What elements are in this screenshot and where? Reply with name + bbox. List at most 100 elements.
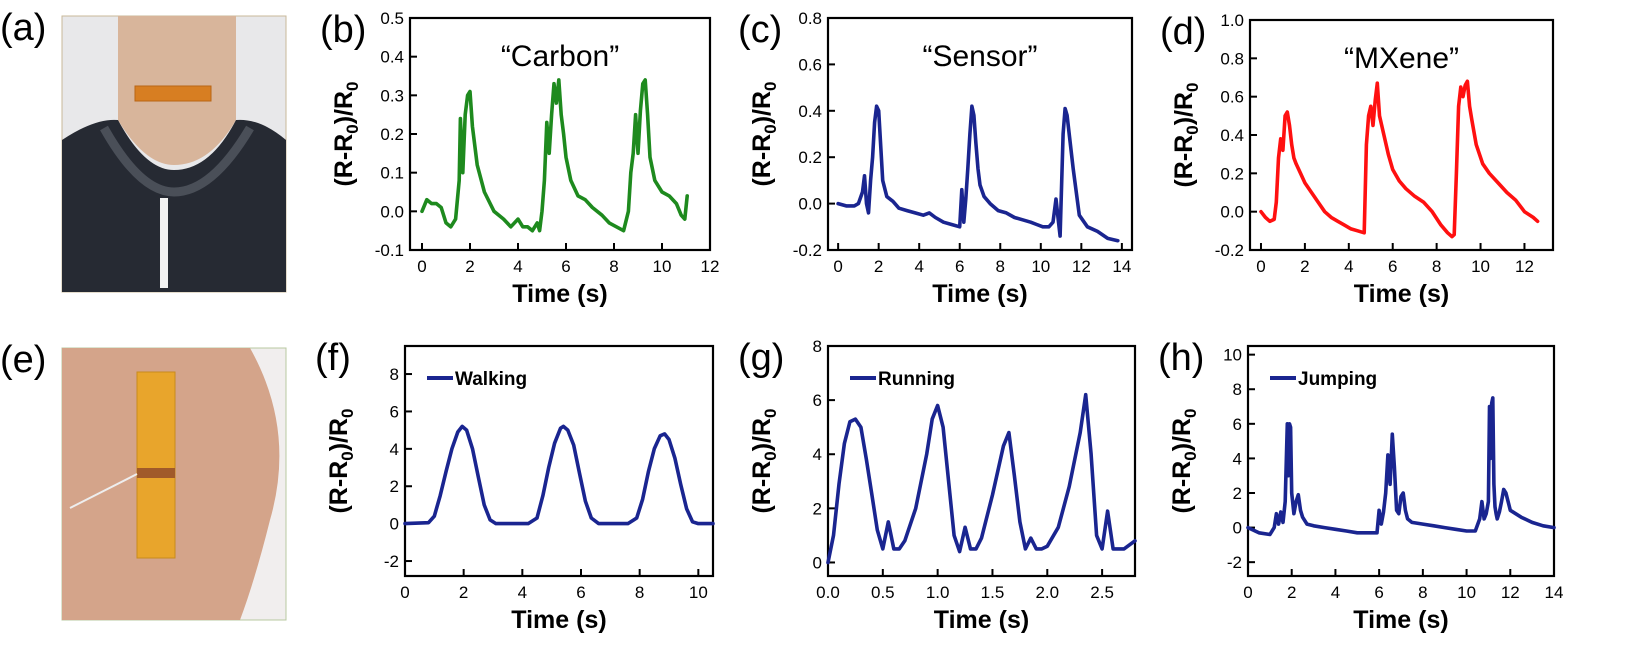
y-tick-label: 0.0 <box>798 195 822 214</box>
x-tick-label: 0 <box>1243 583 1252 602</box>
charts: (b) 0 2 4 6 8 10 12 -0.1 0.0 0.1 0.2 0.3 0.4 0.5 Time (… <box>315 9 1563 634</box>
panel-letter-e: (e) <box>0 339 46 381</box>
x-tick-label: 12 <box>1501 583 1520 602</box>
y-tick-label: 0.0 <box>1220 203 1244 222</box>
plot-frame <box>1246 344 1556 578</box>
x-tick-label: 6 <box>955 257 964 276</box>
x-tick-label: 0 <box>833 257 842 276</box>
chart-panel-2: (d) 0 2 4 6 8 10 12 -0.2 0.0 0.2 0.4 0.6 0.8 1.0 Time (… <box>1160 11 1555 308</box>
y-tick-label: 1.0 <box>1220 11 1244 30</box>
y-tick-label: 0.8 <box>798 9 822 28</box>
y-tick-label: 4 <box>813 445 822 464</box>
x-tick-label: 12 <box>1515 257 1534 276</box>
y-axis-title: (R-R0)/R0 <box>325 408 357 513</box>
x-tick-label: 1.5 <box>981 583 1005 602</box>
y-tick-label: 4 <box>1233 449 1242 468</box>
x-axis-title: Time (s) <box>934 606 1029 634</box>
y-tick-label: 8 <box>1233 380 1242 399</box>
plot-frame <box>826 344 1137 578</box>
photo-a-white-wire <box>160 198 168 288</box>
x-tick-label: 14 <box>1545 583 1564 602</box>
y-tick-label: -0.2 <box>793 241 822 260</box>
x-axis-title: Time (s) <box>1353 606 1448 634</box>
y-axis-title-subscript: 0 <box>1181 408 1200 417</box>
photo-panel-a: (a) <box>0 7 287 293</box>
x-tick-label: 6 <box>576 583 585 602</box>
y-axis-title-subscript: 0 <box>343 124 362 133</box>
y-axis-title-part: (R-R <box>748 461 776 514</box>
x-tick-label: 4 <box>1331 583 1340 602</box>
y-axis-title-part: )/R <box>748 418 776 451</box>
y-axis-title-part: (R-R <box>748 134 776 187</box>
series-line-0 <box>836 104 1120 243</box>
x-tick-label: 6 <box>1388 257 1397 276</box>
y-axis-title-part: )/R <box>1170 92 1198 125</box>
x-tick-label: 0.0 <box>816 583 840 602</box>
legend-label: Jumping <box>1298 369 1377 390</box>
panel-letter: (g) <box>738 337 784 379</box>
y-tick-label: 0.8 <box>1220 49 1244 68</box>
x-tick-label: 0.5 <box>871 583 895 602</box>
y-tick-label: -0.2 <box>1215 241 1244 260</box>
y-tick-label: 0.2 <box>798 148 822 167</box>
photo-e-sensor-joint <box>137 468 175 478</box>
x-tick-label: 4 <box>518 583 527 602</box>
x-tick-label: 2.0 <box>1035 583 1059 602</box>
y-axis-title-subscript: 0 <box>343 81 362 90</box>
y-axis-title-part: (R-R <box>325 461 353 514</box>
x-tick-label: 4 <box>1344 257 1353 276</box>
x-tick-label: 2 <box>1287 583 1296 602</box>
x-axis-title: Time (s) <box>512 280 607 308</box>
panel-letter: (f) <box>315 337 351 379</box>
y-axis-title-part: (R-R <box>1168 461 1196 514</box>
y-axis-title-subscript: 0 <box>761 408 780 417</box>
y-tick-label: 0.3 <box>380 86 404 105</box>
legend-label: Walking <box>455 369 527 390</box>
panel-letter: (c) <box>738 9 782 51</box>
x-tick-label: 2 <box>465 257 474 276</box>
x-tick-label: 0 <box>400 583 409 602</box>
x-tick-label: 8 <box>1432 257 1441 276</box>
x-axis-title: Time (s) <box>932 280 1027 308</box>
chart-panel-0: (b) 0 2 4 6 8 10 12 -0.1 0.0 0.1 0.2 0.3 0.4 0.5 Time (… <box>320 9 719 308</box>
series-line-0 <box>403 424 715 526</box>
panel-letter: (d) <box>1160 11 1206 53</box>
y-tick-label: 8 <box>813 337 822 356</box>
x-tick-label: 14 <box>1112 257 1131 276</box>
x-tick-label: 2 <box>874 257 883 276</box>
x-tick-label: 8 <box>1418 583 1427 602</box>
y-tick-label: 0.4 <box>1220 126 1244 145</box>
chart-title: “Carbon” <box>501 40 619 73</box>
y-tick-label: 0.1 <box>380 164 404 183</box>
x-axis-title: Time (s) <box>1354 280 1449 308</box>
photo-a-sensor-strip <box>134 85 212 102</box>
x-tick-label: 2.5 <box>1090 583 1114 602</box>
panel-letter: (b) <box>320 9 366 51</box>
y-tick-label: 0 <box>390 515 399 534</box>
series-line-0 <box>1246 396 1556 537</box>
y-tick-label: 4 <box>390 440 399 459</box>
chart-title: “MXene” <box>1344 42 1459 75</box>
x-tick-label: 2 <box>459 583 468 602</box>
y-axis-title: (R-R0)/R0 <box>1170 82 1202 187</box>
x-tick-label: 10 <box>653 257 672 276</box>
x-tick-label: 10 <box>1457 583 1476 602</box>
x-tick-label: 10 <box>1031 257 1050 276</box>
y-axis-title-subscript: 0 <box>761 124 780 133</box>
photo-e-sensor-strip <box>136 371 176 559</box>
photo-a-collar <box>100 125 254 197</box>
y-tick-label: -2 <box>1227 553 1242 572</box>
x-tick-label: 10 <box>689 583 708 602</box>
y-axis-title-part: (R-R <box>330 134 358 187</box>
x-tick-label: 4 <box>513 257 522 276</box>
y-axis-title-subscript: 0 <box>761 451 780 460</box>
y-axis-title: (R-R0)/R0 <box>1168 408 1200 513</box>
y-axis-title-subscript: 0 <box>1183 82 1202 91</box>
plot-frame <box>826 16 1134 252</box>
y-axis-title-subscript: 0 <box>761 81 780 90</box>
y-tick-label: -2 <box>384 552 399 571</box>
